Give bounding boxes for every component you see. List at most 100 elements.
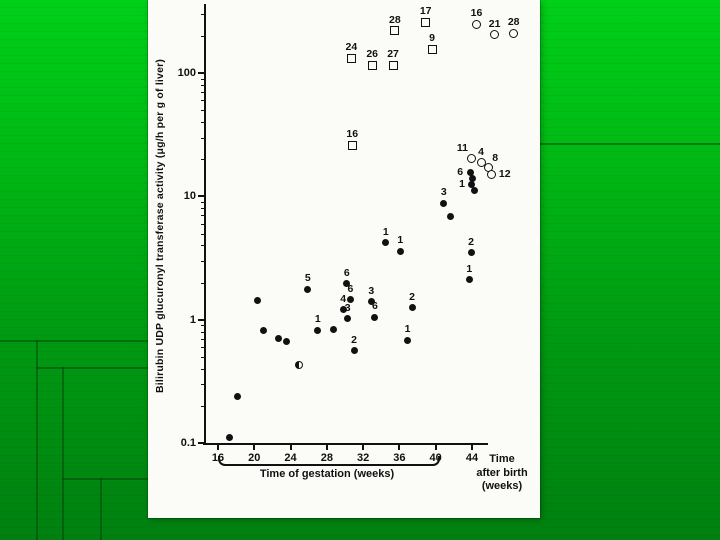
data-point-filled-circle (275, 335, 283, 343)
data-point-half-filled-circle (294, 360, 303, 369)
data-point-open-square (367, 60, 377, 70)
data-point-open-circle (476, 158, 486, 168)
x-tick (470, 445, 473, 450)
y-minor-tick (201, 331, 204, 333)
y-minor-tick (201, 100, 204, 102)
x-tick (217, 445, 219, 450)
data-point-filled-circle (408, 304, 416, 312)
data-point-label: 2 (468, 235, 474, 248)
data-point-filled-circle (344, 315, 352, 323)
data-point-filled-circle (466, 168, 474, 176)
data-point-label: 4 (478, 145, 484, 158)
data-point-label: 1 (314, 313, 321, 326)
data-point-filled-circle (467, 249, 475, 257)
data-point-open-square (388, 60, 398, 70)
template-line-left-2 (36, 340, 38, 540)
data-point-label: 3 (368, 284, 375, 297)
data-point-label: 24 (345, 41, 358, 54)
data-point-filled-circle (440, 199, 448, 207)
gestation-axis-label: Time of gestation (weeks) (259, 468, 395, 480)
data-point-label: 17 (419, 5, 432, 18)
plot-area: 16 20 24 28 32 36 40 44 0.1 1 10 100 5 1 6 6 4 3 2 3 6 1 1 2 1 3 6… (148, 0, 540, 518)
x-tick-label: 28 (320, 452, 333, 464)
y-minor-tick (201, 368, 204, 370)
activity-scatter-chart: Bilirubin UDP glucuronyl transferase act… (148, 0, 540, 518)
x-tick (253, 445, 256, 450)
data-point-label: 8 (492, 151, 499, 164)
data-point-filled-circle (234, 392, 242, 400)
template-line-left-1 (0, 340, 148, 342)
data-point-label: 1 (382, 225, 389, 238)
template-line-left-6 (100, 478, 102, 540)
data-point-label: 1 (397, 234, 404, 247)
y-tick-label: 0.1 (180, 437, 196, 449)
data-point-label: 6 (457, 166, 464, 179)
data-point-label: 16 (470, 7, 483, 20)
data-point-open-square (346, 53, 356, 63)
y-minor-tick (201, 356, 204, 358)
y-minor-tick (201, 14, 204, 16)
y-minor-tick (201, 92, 204, 94)
y-tick (198, 72, 204, 75)
data-point-filled-circle (367, 298, 375, 306)
data-point-filled-circle (283, 338, 291, 346)
y-minor-tick (201, 282, 204, 284)
y-minor-tick (201, 35, 204, 37)
data-point-filled-circle (329, 325, 337, 333)
data-point-label: 28 (389, 13, 401, 26)
data-point-label: 5 (304, 272, 311, 285)
data-point-open-square (390, 26, 400, 36)
data-point-filled-circle (339, 306, 347, 314)
data-point-open-square (427, 44, 437, 54)
x-tick (289, 445, 292, 450)
y-axis (204, 4, 206, 445)
x-tick-label: 36 (393, 452, 406, 464)
data-point-filled-circle (404, 336, 412, 344)
postnatal-axis-label-line3: (weeks) (481, 480, 523, 492)
data-point-open-circle (487, 169, 497, 179)
data-point-filled-circle (465, 276, 473, 284)
data-point-filled-circle (350, 347, 358, 355)
x-tick (362, 445, 365, 450)
data-point-label: 4 (340, 292, 347, 305)
postnatal-axis-label-line1: Time (489, 453, 515, 465)
data-point-label: 16 (346, 128, 359, 141)
y-minor-tick (201, 384, 204, 386)
data-point-open-circle (467, 153, 477, 163)
y-minor-tick (201, 137, 204, 139)
y-minor-tick (201, 159, 204, 161)
data-point-open-circle (490, 30, 500, 40)
y-tick-label: 100 (177, 67, 196, 80)
data-point-label: 1 (459, 178, 465, 191)
y-tick-label: 10 (183, 190, 196, 203)
data-point-label: 12 (498, 168, 511, 181)
y-minor-tick (201, 85, 204, 87)
y-minor-tick (201, 405, 204, 407)
data-point-filled-circle (226, 434, 234, 442)
template-line-right (540, 143, 720, 145)
x-tick (434, 445, 437, 450)
y-minor-tick (201, 260, 204, 262)
data-point-open-square (347, 140, 357, 150)
data-point-filled-circle (254, 297, 262, 305)
y-minor-tick (201, 325, 204, 327)
x-tick-label: 20 (248, 452, 261, 464)
template-line-left-5 (62, 478, 148, 480)
y-minor-tick (201, 202, 204, 204)
data-point-label: 28 (507, 16, 520, 29)
data-point-filled-circle (396, 247, 404, 255)
data-point-label: 1 (404, 323, 411, 336)
y-minor-tick (201, 122, 204, 124)
data-point-open-circle (509, 28, 519, 38)
y-minor-tick (201, 347, 204, 349)
data-point-open-circle (471, 19, 481, 29)
data-point-filled-circle (469, 174, 477, 182)
y-minor-tick (201, 78, 204, 80)
y-tick-label: 1 (189, 313, 196, 326)
data-point-label: 2 (351, 333, 357, 346)
postnatal-axis-label: Time after birth (weeks) (464, 453, 540, 494)
data-point-filled-circle (371, 313, 379, 321)
y-minor-tick (201, 223, 204, 225)
x-tick-label: 24 (284, 452, 297, 464)
